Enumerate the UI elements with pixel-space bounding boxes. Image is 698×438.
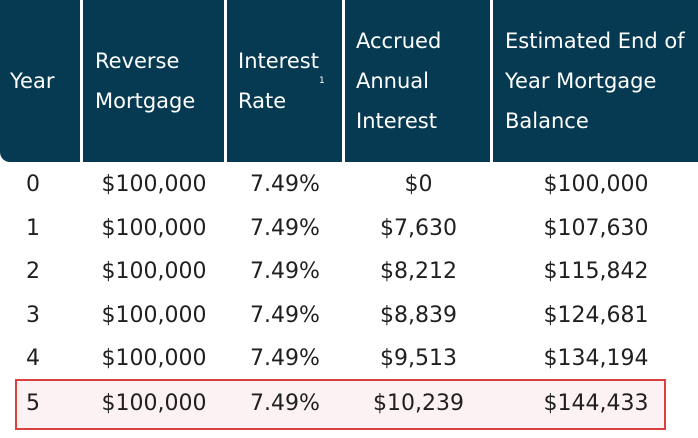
cell-accrued-interest: $10,239 (373, 391, 464, 416)
cell-reverse-mortgage: $100,000 (101, 303, 207, 328)
cell-year: 0 (26, 172, 40, 197)
cell-interest-rate: 7.49% (250, 303, 320, 328)
header-interest-rate-label: Interest Rate (238, 49, 319, 113)
table-row: 3 $100,000 7.49% $8,839 $124,681 (0, 294, 698, 337)
header-divider (342, 0, 345, 162)
table-header: Year Reverse Mortgage Interest Rate 1 Acc… (0, 0, 698, 162)
cell-balance: $115,842 (543, 259, 649, 284)
cell-accrued-interest: $7,630 (380, 216, 457, 241)
cell-balance: $144,433 (543, 391, 649, 416)
table-row: 1 $100,000 7.49% $7,630 $107,630 (0, 207, 698, 250)
cell-accrued-interest: $0 (404, 172, 433, 197)
cell-interest-rate: 7.49% (250, 391, 320, 416)
cell-balance: $100,000 (543, 172, 649, 197)
cell-year: 1 (26, 216, 40, 241)
table-row-highlighted: 5 $100,000 7.49% $10,239 $144,433 (0, 382, 698, 425)
header-reverse-mortgage: Reverse Mortgage (95, 49, 196, 113)
header-estimated-balance: Estimated End of Year Mortgage Balance (505, 29, 685, 133)
cell-balance: $124,681 (543, 303, 649, 328)
cell-accrued-interest: $8,212 (380, 259, 457, 284)
cell-reverse-mortgage: $100,000 (101, 216, 207, 241)
cell-balance: $134,194 (543, 346, 649, 371)
header-divider (80, 0, 83, 162)
cell-accrued-interest: $8,839 (380, 303, 457, 328)
cell-year: 2 (26, 259, 40, 284)
table-row: 0 $100,000 7.49% $0 $100,000 (0, 163, 698, 206)
cell-interest-rate: 7.49% (250, 259, 320, 284)
header-interest-rate: Interest Rate 1 (238, 0, 342, 162)
highlighted-row-box (15, 379, 666, 430)
cell-interest-rate: 7.49% (250, 346, 320, 371)
cell-interest-rate: 7.49% (250, 172, 320, 197)
cell-interest-rate: 7.49% (250, 216, 320, 241)
header-divider (224, 0, 227, 162)
table-row: 2 $100,000 7.49% $8,212 $115,842 (0, 250, 698, 293)
table-row: 4 $100,000 7.49% $9,513 $134,194 (0, 337, 698, 380)
cell-year: 4 (26, 346, 40, 371)
cell-balance: $107,630 (543, 216, 649, 241)
cell-year: 5 (26, 391, 40, 416)
cell-reverse-mortgage: $100,000 (101, 172, 207, 197)
header-accrued-annual-interest: Accrued Annual Interest (356, 29, 442, 133)
header-year: Year (10, 69, 55, 93)
header-divider (490, 0, 493, 162)
cell-reverse-mortgage: $100,000 (101, 391, 207, 416)
cell-year: 3 (26, 303, 40, 328)
cell-accrued-interest: $9,513 (380, 346, 457, 371)
cell-reverse-mortgage: $100,000 (101, 346, 207, 371)
cell-reverse-mortgage: $100,000 (101, 259, 207, 284)
